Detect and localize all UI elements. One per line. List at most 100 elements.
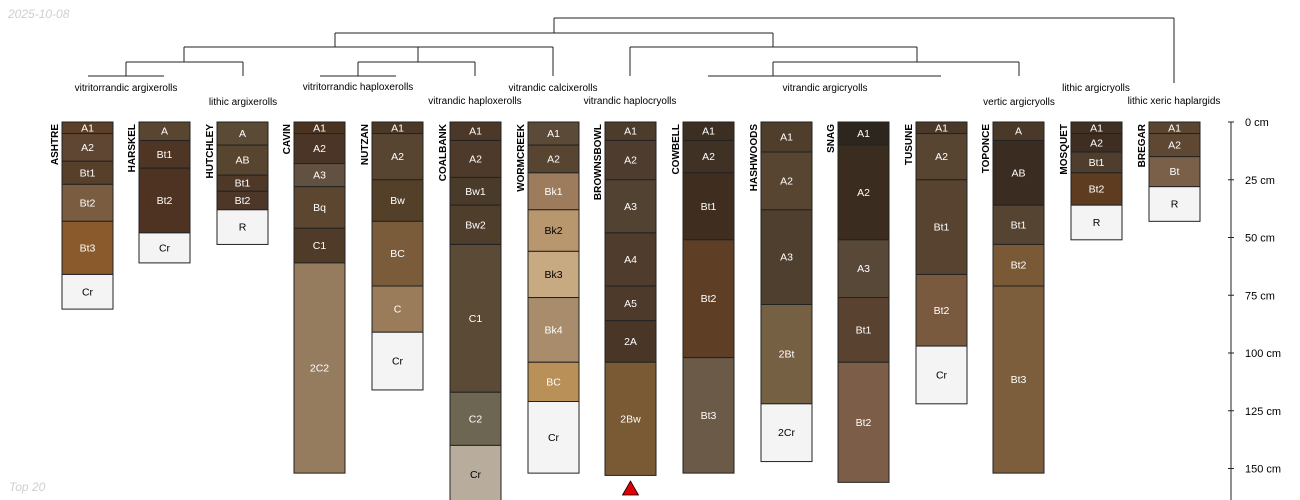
taxon-label: vertic argicryolls (983, 97, 1055, 108)
horizon-snag-bt1 (837, 297, 890, 363)
horizon-label: A4 (624, 254, 637, 266)
horizon-label: A1 (624, 126, 637, 138)
horizon-bregar-r (1148, 186, 1201, 222)
taxon-label: vitritorrandic haploxerolls (303, 82, 414, 93)
horizon-tusune-bt1 (915, 179, 968, 275)
horizon-nutzan-c (371, 285, 424, 333)
profile-wormcreek: A1 A2 Bk1 Bk2 Bk3 Bk4 BC Cr WORMCREEK (516, 121, 580, 474)
horizon-label: A1 (857, 128, 870, 140)
horizon-snag-a3 (837, 239, 890, 299)
horizon-cavin-c1 (293, 227, 346, 264)
horizon-cowbell-bt2 (682, 239, 735, 359)
profile-coalbank: A1 A2 Bw1 Bw2 C1 C2 Cr COALBANK (438, 121, 502, 500)
horizon-label: A1 (702, 126, 715, 138)
horizon-cowbell-a2 (682, 139, 735, 174)
horizon-label: 2Cr (778, 427, 795, 439)
horizon-label: Cr (159, 242, 171, 254)
horizon-label: Bt1 (856, 324, 872, 336)
horizon-label: Bt1 (934, 222, 950, 234)
horizon-mosquet-r (1070, 204, 1123, 241)
profile-cavin: A1 A2 A3 Bq C1 2C2 CAVIN (282, 121, 346, 474)
horizon-label: Bt2 (701, 293, 717, 305)
horizon-label: Bw2 (465, 219, 486, 231)
horizon-label: A2 (702, 151, 715, 163)
horizon-label: A2 (1168, 140, 1181, 152)
horizon-label: A2 (81, 142, 94, 154)
horizon-label: AB (1011, 167, 1025, 179)
horizon-toponce-bt2 (992, 243, 1045, 287)
profile-name-label: TUSUNE (904, 124, 915, 165)
profile-toponce: A AB Bt1 Bt2 Bt3 TOPONCE (981, 121, 1045, 474)
horizon-wormcreek-a2 (527, 144, 580, 174)
profile-bregar: A1 A2 Bt R BREGAR (1137, 121, 1201, 222)
horizon-wormcreek-bk4 (527, 297, 580, 363)
profile-name-label: COWBELL (671, 124, 682, 175)
horizon-label: A (1015, 126, 1022, 138)
horizon-label: Bt2 (235, 195, 251, 207)
horizon-label: Cr (470, 469, 482, 481)
profile-snag: A1 A2 A3 Bt1 Bt2 SNAG (826, 121, 890, 483)
horizon-harskel-cr (138, 232, 191, 264)
horizon-label: A1 (935, 122, 948, 134)
horizon-hashwoods-a1 (760, 121, 813, 153)
horizon-nutzan-bc (371, 220, 424, 287)
depth-tick-label: 25 cm (1245, 175, 1275, 187)
date-stamp: 2025-10-08 (8, 7, 70, 21)
horizon-label: 2Bt (779, 349, 795, 361)
horizon-label: BC (546, 376, 561, 388)
horizon-nutzan-cr (371, 331, 424, 391)
horizon-label: BC (390, 248, 405, 260)
profile-brownsbowl: A1 A2 A3 A4 A5 2A 2Bw BROWNSBOWL (593, 121, 657, 476)
horizon-nutzan-bw (371, 179, 424, 222)
horizon-toponce-bt1 (992, 204, 1045, 245)
horizon-harskel-bt1 (138, 139, 191, 169)
profile-nutzan: A1 A2 Bw BC C Cr NUTZAN (360, 121, 424, 391)
depth-tick-label: 100 cm (1245, 348, 1281, 360)
horizon-label: Bt2 (1011, 260, 1027, 272)
profile-name-label: BREGAR (1137, 123, 1148, 167)
horizon-label: Bt1 (80, 167, 96, 179)
horizon-label: AB (235, 155, 249, 167)
horizon-ashtre-bt3 (61, 220, 114, 275)
horizon-label: 2A (624, 336, 637, 348)
horizon-label: Cr (82, 286, 94, 298)
horizon-wormcreek-bc (527, 361, 580, 403)
taxon-label: vitrandic haplocryolls (584, 96, 677, 107)
horizon-ashtre-cr (61, 273, 114, 310)
horizon-label: A1 (1168, 122, 1181, 134)
profile-harskel: A Bt1 Bt2 Cr HARSKEL (127, 121, 191, 264)
horizon-label: A2 (857, 187, 870, 199)
horizon-label: Bt2 (80, 197, 96, 209)
taxon-label: vitritorrandic argixerolls (75, 83, 178, 94)
horizon-cavin-2c2 (293, 262, 346, 474)
horizon-wormcreek-bk1 (527, 172, 580, 211)
horizon-label: Bt2 (157, 195, 173, 207)
horizon-brownsbowl-2bw (604, 361, 657, 476)
horizon-snag-a2 (837, 144, 890, 241)
horizon-label: 2Bw (620, 413, 641, 425)
horizon-wormcreek-bk2 (527, 209, 580, 252)
horizon-label: R (1093, 217, 1101, 229)
horizon-label: C1 (469, 313, 483, 325)
horizon-wormcreek-bk3 (527, 250, 580, 299)
horizon-label: A2 (469, 153, 482, 165)
profile-name-label: CAVIN (282, 124, 293, 154)
profile-name-label: TOPONCE (981, 124, 992, 174)
horizon-label: Bt1 (1011, 219, 1027, 231)
depth-tick-label: 125 cm (1245, 406, 1281, 418)
horizon-snag-bt2 (837, 361, 890, 483)
horizon-label: Bt1 (1089, 157, 1105, 169)
horizon-label: Cr (392, 356, 404, 368)
horizon-label: A3 (857, 263, 870, 275)
horizon-label: C1 (313, 240, 327, 252)
horizon-hashwoods-2bt (760, 303, 813, 405)
horizon-coalbank-c2 (449, 391, 502, 446)
horizon-label: A (161, 126, 168, 138)
depth-axis: 0 cm 25 cm 50 cm 75 cm 100 cm 125 cm 150 cm (1228, 117, 1281, 500)
horizon-label: Bt1 (235, 178, 251, 190)
horizon-hashwoods-2cr (760, 403, 813, 463)
horizon-bregar-bt (1148, 156, 1201, 188)
profile-hutchley: A AB Bt1 Bt2 R HUTCHLEY (205, 121, 269, 245)
horizon-label: Bw (390, 195, 405, 207)
